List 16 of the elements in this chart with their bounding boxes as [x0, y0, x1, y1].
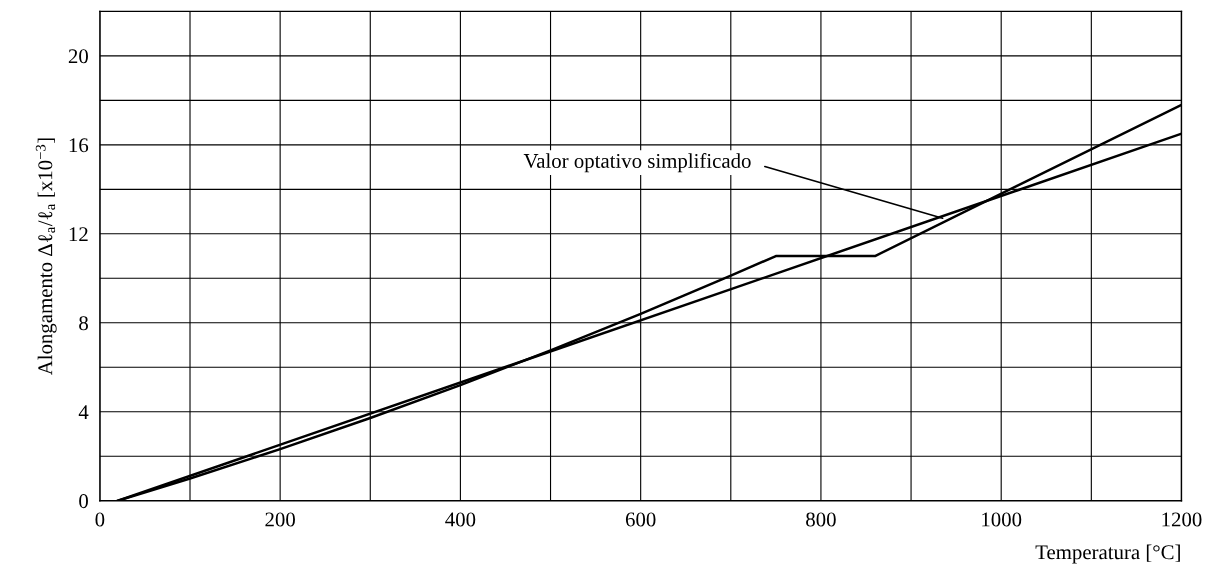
annotation: Valor optativo simplificado — [523, 153, 751, 173]
y-tick-label: 16 — [69, 138, 89, 153]
y-tick-label: 0 — [79, 494, 88, 509]
y-axis-title: Alongamento Δℓ$_{a}$/ℓ$_{a}$ [x10$^{−3}$] — [35, 138, 57, 376]
x-tick-label: 1200 — [1162, 512, 1202, 527]
y-tick-label: 12 — [69, 227, 88, 242]
y-tick-label: 20 — [68, 49, 88, 64]
x-tick-label: 600 — [625, 512, 656, 527]
x-tick-label: 200 — [265, 512, 295, 527]
y-tick-label: 4 — [78, 405, 89, 419]
x-tick-label: 800 — [806, 512, 836, 527]
x-axis-title: Temperatura [°C] — [1035, 544, 1180, 564]
x-tick-label: 400 — [445, 512, 476, 527]
x-tick-label: 0 — [95, 512, 105, 527]
y-tick-label: 8 — [79, 316, 88, 331]
x-tick-label: 1000 — [982, 512, 1022, 527]
